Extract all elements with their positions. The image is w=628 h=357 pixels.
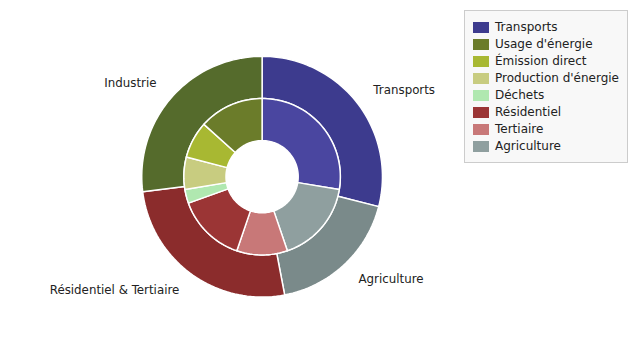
html-text:Résidentiel: Résidentiel xyxy=(495,105,562,119)
html-text:Émission direct: Émission direct xyxy=(495,54,587,68)
html-text:Usage d'énergie: Usage d'énergie xyxy=(495,37,593,51)
svg-text:Agriculture: Agriculture xyxy=(358,272,423,286)
html-text:Production d'énergie: Production d'énergie xyxy=(495,71,619,85)
svg-text:Industrie: Industrie xyxy=(104,76,156,90)
html-text:Agriculture: Agriculture xyxy=(495,139,561,153)
html-text:Tertiaire: Tertiaire xyxy=(495,122,544,136)
svg-text:Transports: Transports xyxy=(372,83,435,97)
svg-text:Résidentiel & Tertiaire: Résidentiel & Tertiaire xyxy=(50,283,180,297)
html-text:Déchets: Déchets xyxy=(495,88,545,102)
html-text:Transports: Transports xyxy=(495,20,558,34)
